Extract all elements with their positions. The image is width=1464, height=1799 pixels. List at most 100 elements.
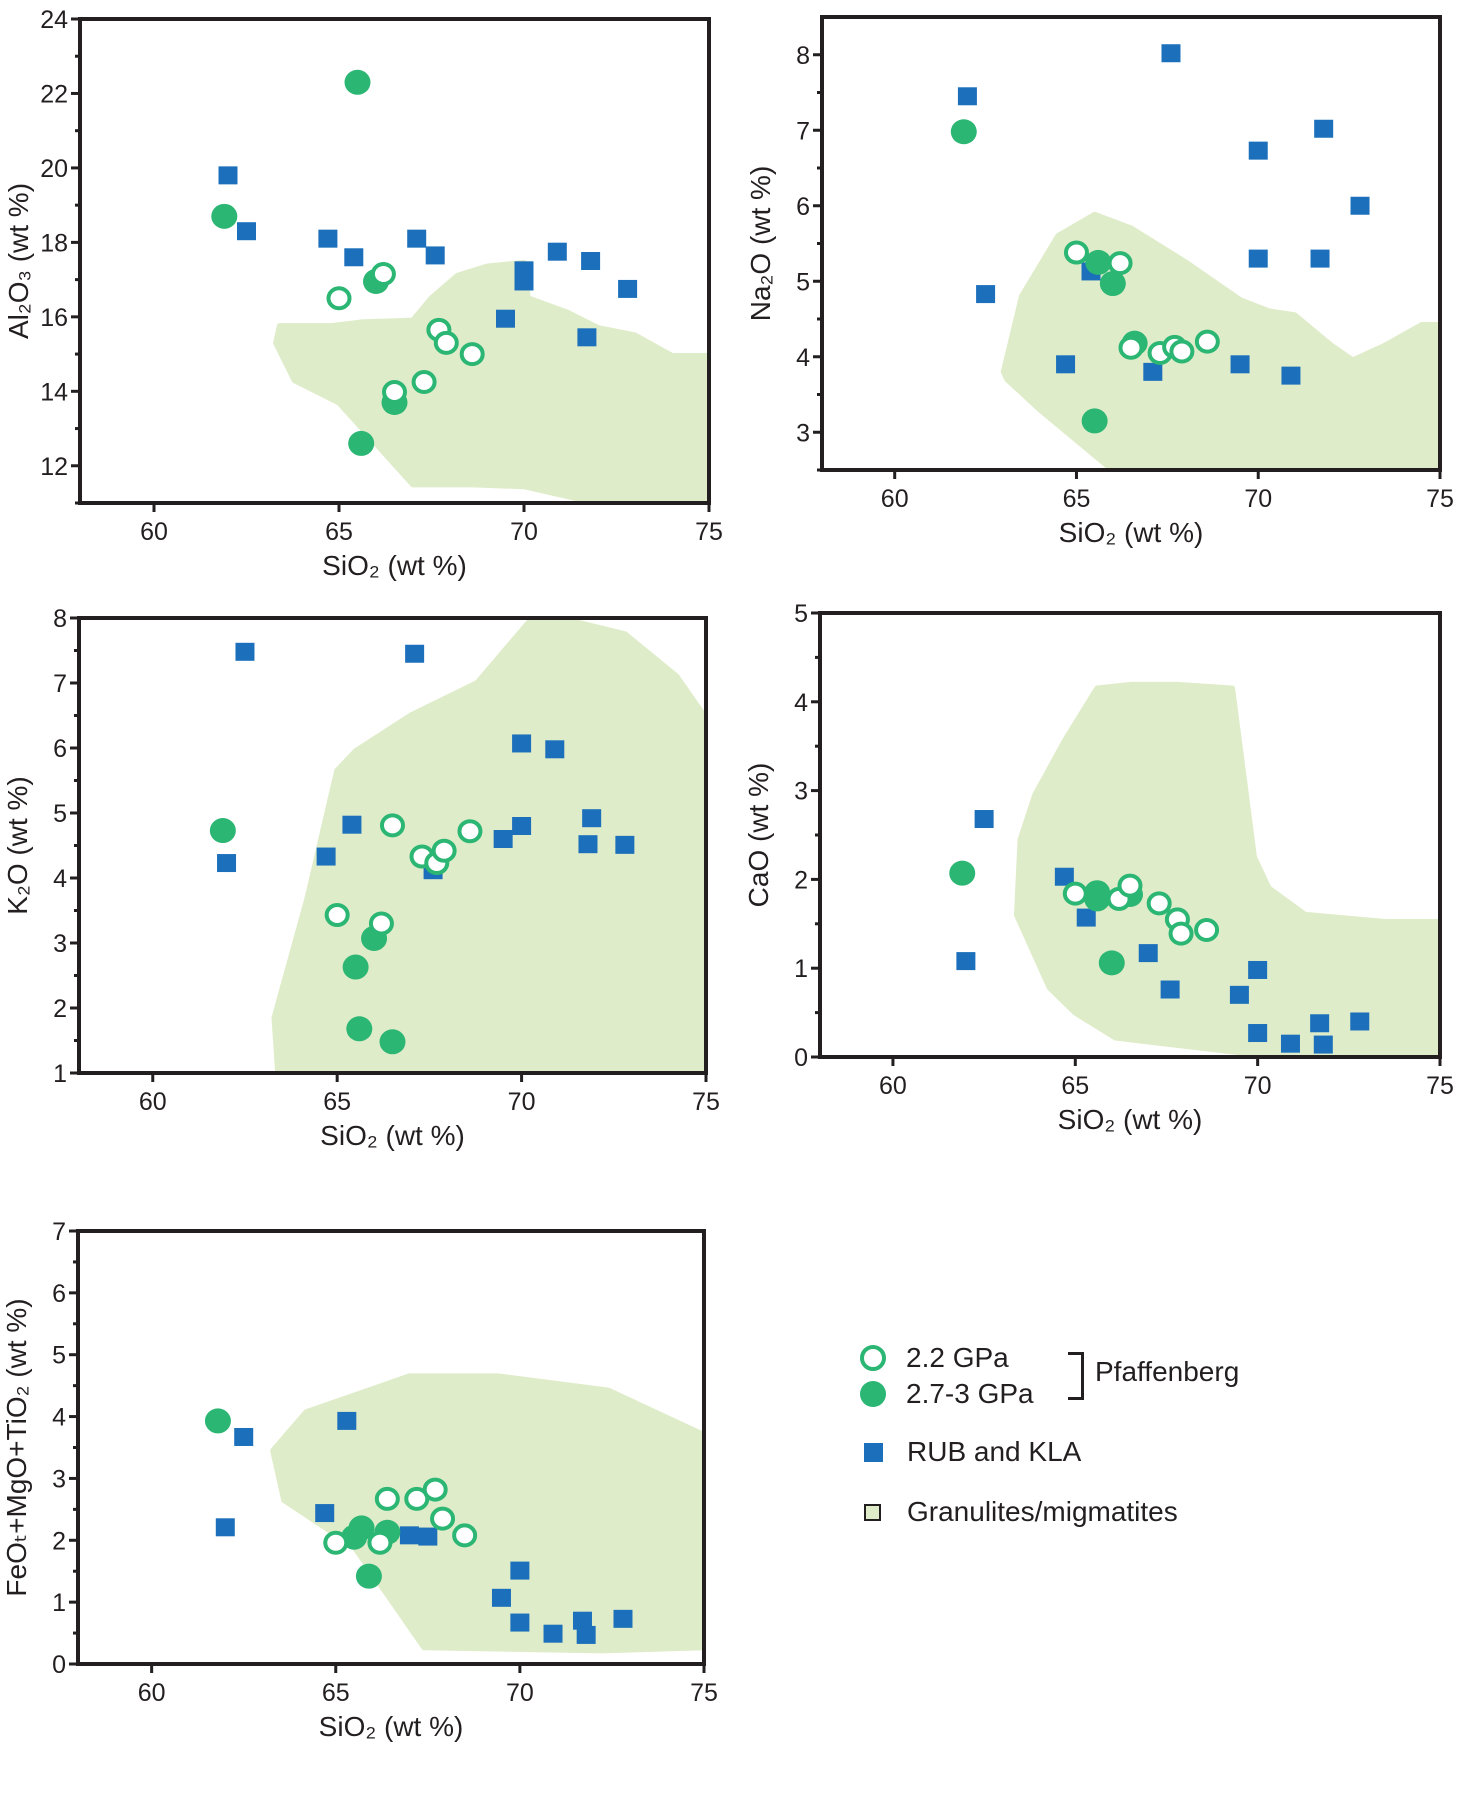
granulite-field [273,259,709,503]
legend: 2.2 GPa 2.7-3 GPa Pfaffenberg RUB and KL… [860,1330,1380,1560]
x-tick-label: 75 [1426,485,1454,513]
rub-kla-point [582,809,602,828]
y-axis-label: K₂O (wt %) [2,776,33,914]
rub-kla-point [576,1625,596,1644]
legend-item-granulites: Granulites/migmatites [864,1496,1178,1528]
rub-kla-point [1313,1035,1333,1054]
y-tick-label: 4 [794,689,808,717]
rub-kla-point [581,252,601,270]
granulite-field [271,618,706,1073]
rub-kla-point [1138,944,1158,963]
x-tick-label: 60 [879,1072,907,1100]
rub-kla-point [315,1504,335,1523]
x-tick-label: 65 [325,518,353,546]
pfaffenberg-2-2-gpa-point [431,838,457,863]
y-tick-label: 6 [52,1280,66,1308]
pfaffenberg-2-2-gpa-point [323,1530,349,1555]
rub-kla-point [1350,196,1370,215]
y-tick-label: 1 [794,955,808,983]
rub-kla-point [215,1518,235,1537]
y-tick-label: 2 [53,995,67,1023]
x-axis-label: SiO₂ (wt %) [322,550,467,581]
filled-circle-icon [860,1381,886,1407]
y-tick-label: 5 [52,1342,66,1370]
pfaffenberg-2-7-3-gpa-point [355,1563,382,1589]
k2o-panel: 60 65 70 75 1 2 3 4 5 6 7 8 SiO₂ (wt %) K₂O (wt %) [2,605,720,1151]
pfaffenberg-2-7-3-gpa-point [209,818,236,844]
y-tick-label: 3 [794,778,808,806]
plot-frame [78,17,711,505]
y-tick-label: 8 [53,605,67,633]
y-axis-label: CaO (wt %) [743,763,774,908]
y-tick-label: 8 [796,42,810,70]
rub-kla-point [405,644,425,663]
y-tick-label: 3 [53,930,67,958]
legend-label: 2.7-3 GPa [906,1378,1034,1409]
feomgoti-panel: 60 65 70 75 0 1 2 3 4 5 6 7 SiO₂ (wt %) FeOₜ+MgO+TiO₂… [1,1218,718,1742]
y-axis-label: Al₂O₃ (wt %) [3,183,34,339]
pfaffenberg-2-7-3-gpa-point [1081,408,1108,434]
y-tick-label: 6 [796,193,810,221]
rub-kla-point [512,734,532,753]
open-circle-icon [860,1345,886,1371]
pfaffenberg-2-7-3-gpa-point [346,1016,373,1042]
y-tick-label: 5 [53,800,67,828]
pfaffenberg-2-2-gpa-point [1194,329,1220,354]
legend-label: Granulites/migmatites [907,1496,1178,1527]
y-tick-label: 3 [52,1465,66,1493]
legend-label: 2.2 GPa [906,1342,1009,1373]
rub-kla-point [1230,355,1250,374]
rub-kla-point [344,248,364,267]
rub-kla-point [514,272,534,291]
rub-kla-point [572,1611,592,1630]
rub-kla-point [1161,44,1181,63]
rub-kla-point [1281,366,1301,385]
y-tick-label: 20 [40,155,68,183]
pfaffenberg-2-2-gpa-point [422,1477,448,1502]
rub-kla-point [1248,1024,1268,1043]
rub-kla-point [235,642,255,661]
y-tick-label: 4 [53,865,67,893]
rub-kla-point [512,817,532,835]
rub-kla-point [407,229,427,248]
x-tick-label: 65 [1063,485,1091,513]
rub-kla-point [956,952,976,971]
rub-kla-point [1056,355,1076,374]
rub-kla-point [418,1527,438,1546]
y-tick-label: 4 [52,1404,66,1432]
field-swatch-icon [864,1503,881,1521]
pfaffenberg-label: Pfaffenberg [1095,1356,1240,1387]
pfaffenberg-2-2-gpa-point [1062,881,1088,906]
rub-kla-point [1160,980,1180,999]
pfaffenberg-2-7-3-gpa-point [204,1408,231,1434]
pfaffenberg-2-7-3-gpa-point [1084,886,1111,912]
pfaffenberg-2-7-3-gpa-point [1085,249,1112,275]
square-icon [864,1442,883,1462]
legend-label: RUB and KLA [907,1436,1082,1467]
rub-kla-point [316,847,336,866]
x-axis-label: SiO₂ (wt %) [320,1120,465,1151]
y-tick-label: 0 [794,1044,808,1072]
x-tick-label: 65 [323,1088,351,1116]
rub-kla-point [976,285,996,304]
y-tick-label: 0 [52,1651,66,1679]
pfaffenberg-2-7-3-gpa-point [344,69,371,95]
x-tick-label: 75 [692,1088,720,1116]
x-tick-label: 70 [508,1088,536,1116]
y-tick-label: 2 [52,1527,66,1555]
rub-kla-point [618,279,638,298]
rub-kla-point [237,222,256,241]
x-tick-label: 60 [139,1088,167,1116]
rub-kla-point [1350,1012,1370,1031]
rub-kla-point [1314,119,1334,138]
granulite-field [1013,681,1440,1057]
pfaffenberg-2-2-gpa-point [411,370,437,394]
y-tick-label: 1 [52,1589,66,1617]
x-tick-label: 60 [881,485,909,513]
pfaffenberg-2-2-gpa-point [1107,251,1133,276]
x-tick-label: 75 [695,518,723,546]
legend-item-2-2-gpa: 2.2 GPa [860,1342,1009,1374]
pfaffenberg-2-2-gpa-point [380,813,405,838]
rub-kla-point [578,835,598,854]
legend-group-label: Pfaffenberg [1095,1356,1239,1388]
